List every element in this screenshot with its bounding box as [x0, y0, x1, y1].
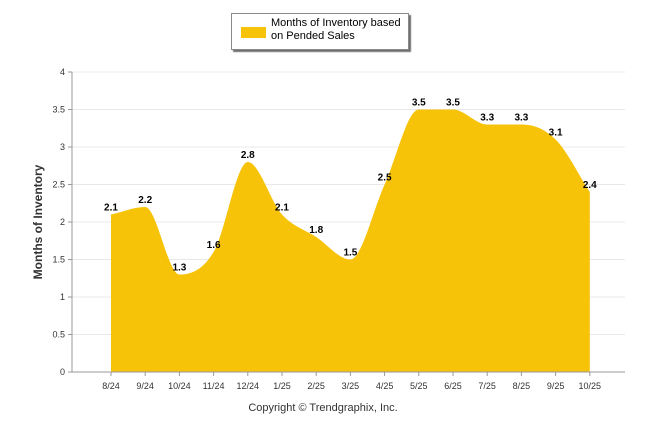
x-tick-label: 6/25 — [444, 381, 462, 391]
x-tick-label: 9/25 — [547, 381, 565, 391]
x-tick-label: 7/25 — [478, 381, 496, 391]
copyright: Copyright © Trendgraphix, Inc. — [248, 402, 398, 414]
x-tick-label: 2/25 — [307, 381, 325, 391]
data-labels: 2.1 2.2 1.3 1.6 2.8 2.1 1.8 1.5 2.5 3.5 3.5 3.3 3.3 3… — [104, 98, 597, 274]
y-tick-label: 3 — [60, 142, 65, 152]
y-tick-label: 1.5 — [52, 255, 65, 265]
data-label: 1.5 — [343, 248, 357, 259]
x-tick-label: 1/25 — [273, 381, 291, 391]
x-tick-label: 12/24 — [237, 381, 260, 391]
data-label: 3.3 — [514, 113, 528, 124]
y-tick-labels: 0 0.5 1 1.5 2 2.5 3 3.5 4 — [52, 67, 65, 377]
legend-label: Months of Inventory based on Pended Sale… — [271, 17, 401, 42]
data-label: 3.5 — [446, 98, 460, 109]
y-tick-label: 0.5 — [52, 330, 65, 340]
y-tick-label: 4 — [60, 67, 65, 77]
chart: 0 0.5 1 1.5 2 2.5 3 3.5 4 8/24 9/24 10/24 11/24 12/2… — [31, 67, 625, 391]
data-label: 2.4 — [583, 180, 597, 191]
axes — [71, 72, 625, 376]
legend-swatch — [241, 27, 266, 38]
data-label: 1.8 — [309, 225, 323, 236]
x-tick-label: 8/24 — [102, 381, 120, 391]
data-label: 3.3 — [480, 113, 494, 124]
series-area — [111, 109, 590, 372]
x-tick-label: 9/24 — [136, 381, 154, 391]
x-tick-label: 4/25 — [376, 381, 394, 391]
y-tick-label: 2.5 — [52, 180, 65, 190]
area-fill — [111, 109, 590, 372]
x-tick-labels: 8/24 9/24 10/24 11/24 12/24 1/25 2/25 3/25 4/25 5… — [102, 381, 601, 391]
data-label: 3.1 — [549, 128, 563, 139]
data-label: 2.1 — [104, 203, 118, 214]
y-tick-label: 3.5 — [52, 105, 65, 115]
data-label: 1.6 — [207, 240, 221, 251]
y-tick-label: 1 — [60, 292, 65, 302]
x-tick-label: 10/25 — [579, 381, 602, 391]
x-tick-label: 11/24 — [203, 381, 225, 391]
y-axis-title: Months of Inventory — [31, 164, 45, 279]
x-tick-label: 10/24 — [168, 381, 191, 391]
x-tick-label: 5/25 — [410, 381, 428, 391]
data-label: 2.1 — [275, 203, 289, 214]
data-label: 2.5 — [378, 173, 392, 184]
data-label: 2.8 — [241, 150, 255, 161]
y-tick-label: 2 — [60, 217, 65, 227]
data-label: 1.3 — [172, 263, 186, 274]
legend: Months of Inventory based on Pended Sale… — [231, 13, 409, 50]
x-tick-label: 8/25 — [513, 381, 531, 391]
x-tick-label: 3/25 — [342, 381, 360, 391]
y-tick-label: 0 — [60, 367, 65, 377]
data-label: 3.5 — [412, 98, 426, 109]
data-label: 2.2 — [138, 195, 152, 206]
